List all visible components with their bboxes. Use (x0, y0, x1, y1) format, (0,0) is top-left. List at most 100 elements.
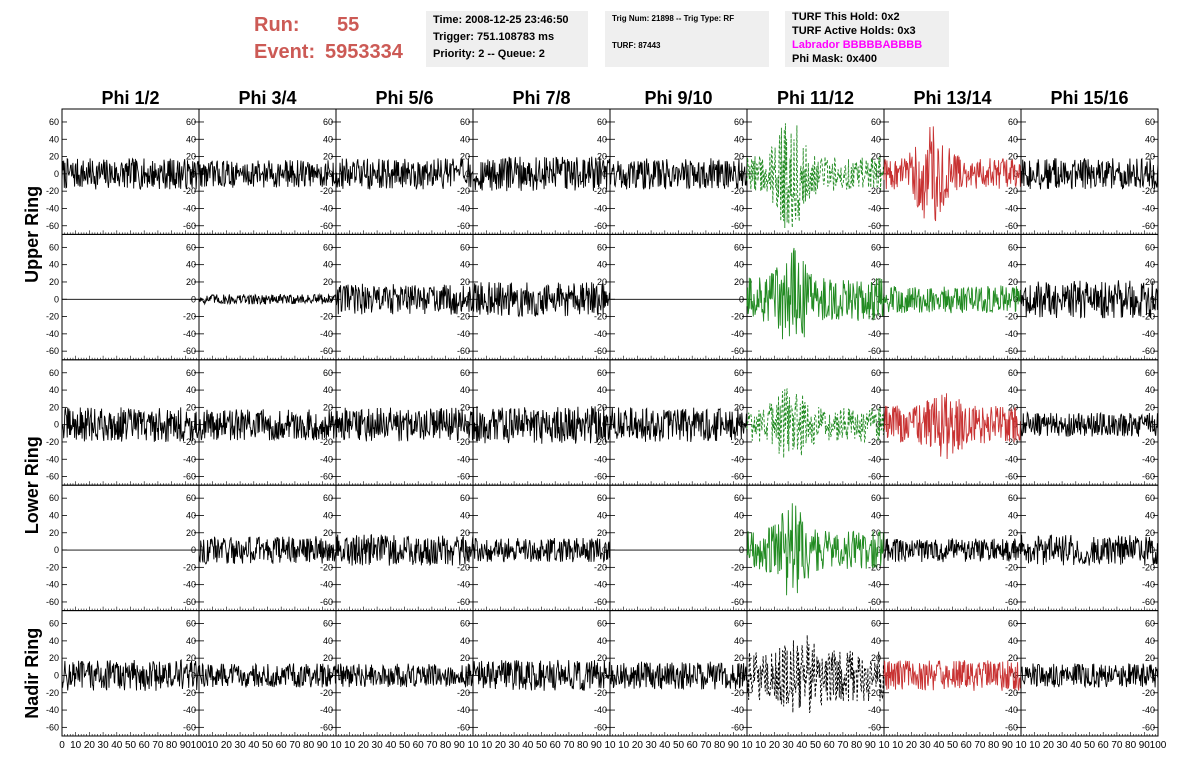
y-tick-label: 20 (734, 653, 744, 663)
waveform-line (335, 158, 474, 190)
waveform-line (746, 247, 885, 340)
y-tick-label: 20 (1145, 528, 1155, 538)
y-tick-label: -60 (1142, 472, 1155, 482)
y-tick-label: -40 (1005, 329, 1018, 339)
y-tick-label: -20 (1005, 562, 1018, 572)
y-tick-label: 40 (1008, 385, 1018, 395)
x-tick-label: 40 (796, 740, 808, 751)
y-tick-label: 20 (186, 277, 196, 287)
y-tick-label: 60 (871, 619, 881, 629)
y-tick-label: 20 (186, 152, 196, 162)
y-tick-label: -20 (183, 186, 196, 196)
y-tick-label: -40 (1005, 580, 1018, 590)
y-tick-label: 20 (597, 528, 607, 538)
y-tick-label: 60 (186, 117, 196, 127)
y-tick-label: -60 (183, 597, 196, 607)
y-tick-label: 40 (186, 134, 196, 144)
y-tick-label: -20 (731, 688, 744, 698)
y-tick-label: 60 (597, 368, 607, 378)
waveform-line (883, 660, 1022, 691)
waveform-line (61, 407, 200, 442)
y-tick-label: -20 (594, 437, 607, 447)
y-tick-label: 60 (323, 117, 333, 127)
y-tick-label: 20 (1008, 653, 1018, 663)
y-tick-label: 20 (1008, 277, 1018, 287)
y-tick-label: -60 (46, 346, 59, 356)
y-tick-label: 0 (876, 545, 881, 555)
x-tick-label: 90 (728, 740, 740, 751)
y-tick-label: 40 (323, 385, 333, 395)
y-tick-label: 0 (54, 294, 59, 304)
y-tick-label: 60 (871, 117, 881, 127)
y-tick-label: 60 (1145, 493, 1155, 503)
y-tick-label: 40 (597, 636, 607, 646)
y-tick-label: 40 (734, 134, 744, 144)
waveform-panel: 60 60 40 40 20 20 0 0 -20 -20 -40 -40 -60 -60 (46, 359, 200, 486)
waveform-line (609, 407, 748, 443)
y-tick-label: 60 (871, 368, 881, 378)
y-tick-label: 40 (1008, 510, 1018, 520)
y-tick-label: -20 (1005, 312, 1018, 322)
y-tick-label: -60 (1142, 722, 1155, 732)
y-tick-label: 40 (734, 260, 744, 270)
y-tick-label: 20 (323, 152, 333, 162)
y-tick-label: 20 (871, 152, 881, 162)
x-tick-label: 80 (1125, 740, 1137, 751)
y-tick-label: -20 (457, 688, 470, 698)
x-tick-label: 10 (604, 740, 616, 751)
waveform-line (198, 292, 337, 306)
y-tick-label: -20 (1142, 562, 1155, 572)
x-tick-label: 10 (741, 740, 753, 751)
x-tick-label: 10 (878, 740, 890, 751)
y-tick-label: 20 (49, 152, 59, 162)
x-tick-label: 70 (837, 740, 849, 751)
y-tick-label: -40 (731, 705, 744, 715)
y-tick-label: -20 (868, 688, 881, 698)
y-tick-label: -60 (183, 722, 196, 732)
x-tick-label: 10 (344, 740, 356, 751)
x-tick-label: 80 (714, 740, 726, 751)
y-tick-label: -20 (1005, 688, 1018, 698)
waveform-line (1020, 411, 1159, 437)
y-tick-label: -40 (594, 203, 607, 213)
x-tick-label: 40 (385, 740, 397, 751)
run-label: Run: (254, 14, 300, 36)
y-tick-label: -40 (1142, 580, 1155, 590)
y-tick-label: 40 (460, 385, 470, 395)
y-tick-label: 40 (460, 510, 470, 520)
y-tick-label: 20 (1008, 528, 1018, 538)
x-tick-label: 30 (509, 740, 521, 751)
y-tick-label: -60 (868, 221, 881, 231)
y-tick-label: 20 (323, 402, 333, 412)
y-tick-label: -60 (457, 346, 470, 356)
y-tick-label: 20 (460, 528, 470, 538)
y-tick-label: -60 (731, 346, 744, 356)
y-tick-label: -60 (457, 221, 470, 231)
column-title: Phi 3/4 (238, 88, 296, 108)
y-tick-label: 20 (597, 653, 607, 663)
waveform-line (61, 157, 200, 191)
y-tick-label: 0 (602, 670, 607, 680)
waveform-line (472, 406, 611, 444)
waveform-line (883, 538, 1022, 563)
y-tick-label: -20 (457, 312, 470, 322)
labrador-text: Labrador BBBBBABBBB (792, 39, 923, 51)
y-tick-label: -60 (1142, 346, 1155, 356)
y-tick-label: -20 (868, 437, 881, 447)
y-tick-label: 60 (323, 493, 333, 503)
y-tick-label: -60 (1005, 722, 1018, 732)
x-tick-label: 50 (673, 740, 685, 751)
y-tick-label: 40 (460, 134, 470, 144)
waveform-line (472, 537, 611, 564)
y-tick-label: -60 (1142, 221, 1155, 231)
